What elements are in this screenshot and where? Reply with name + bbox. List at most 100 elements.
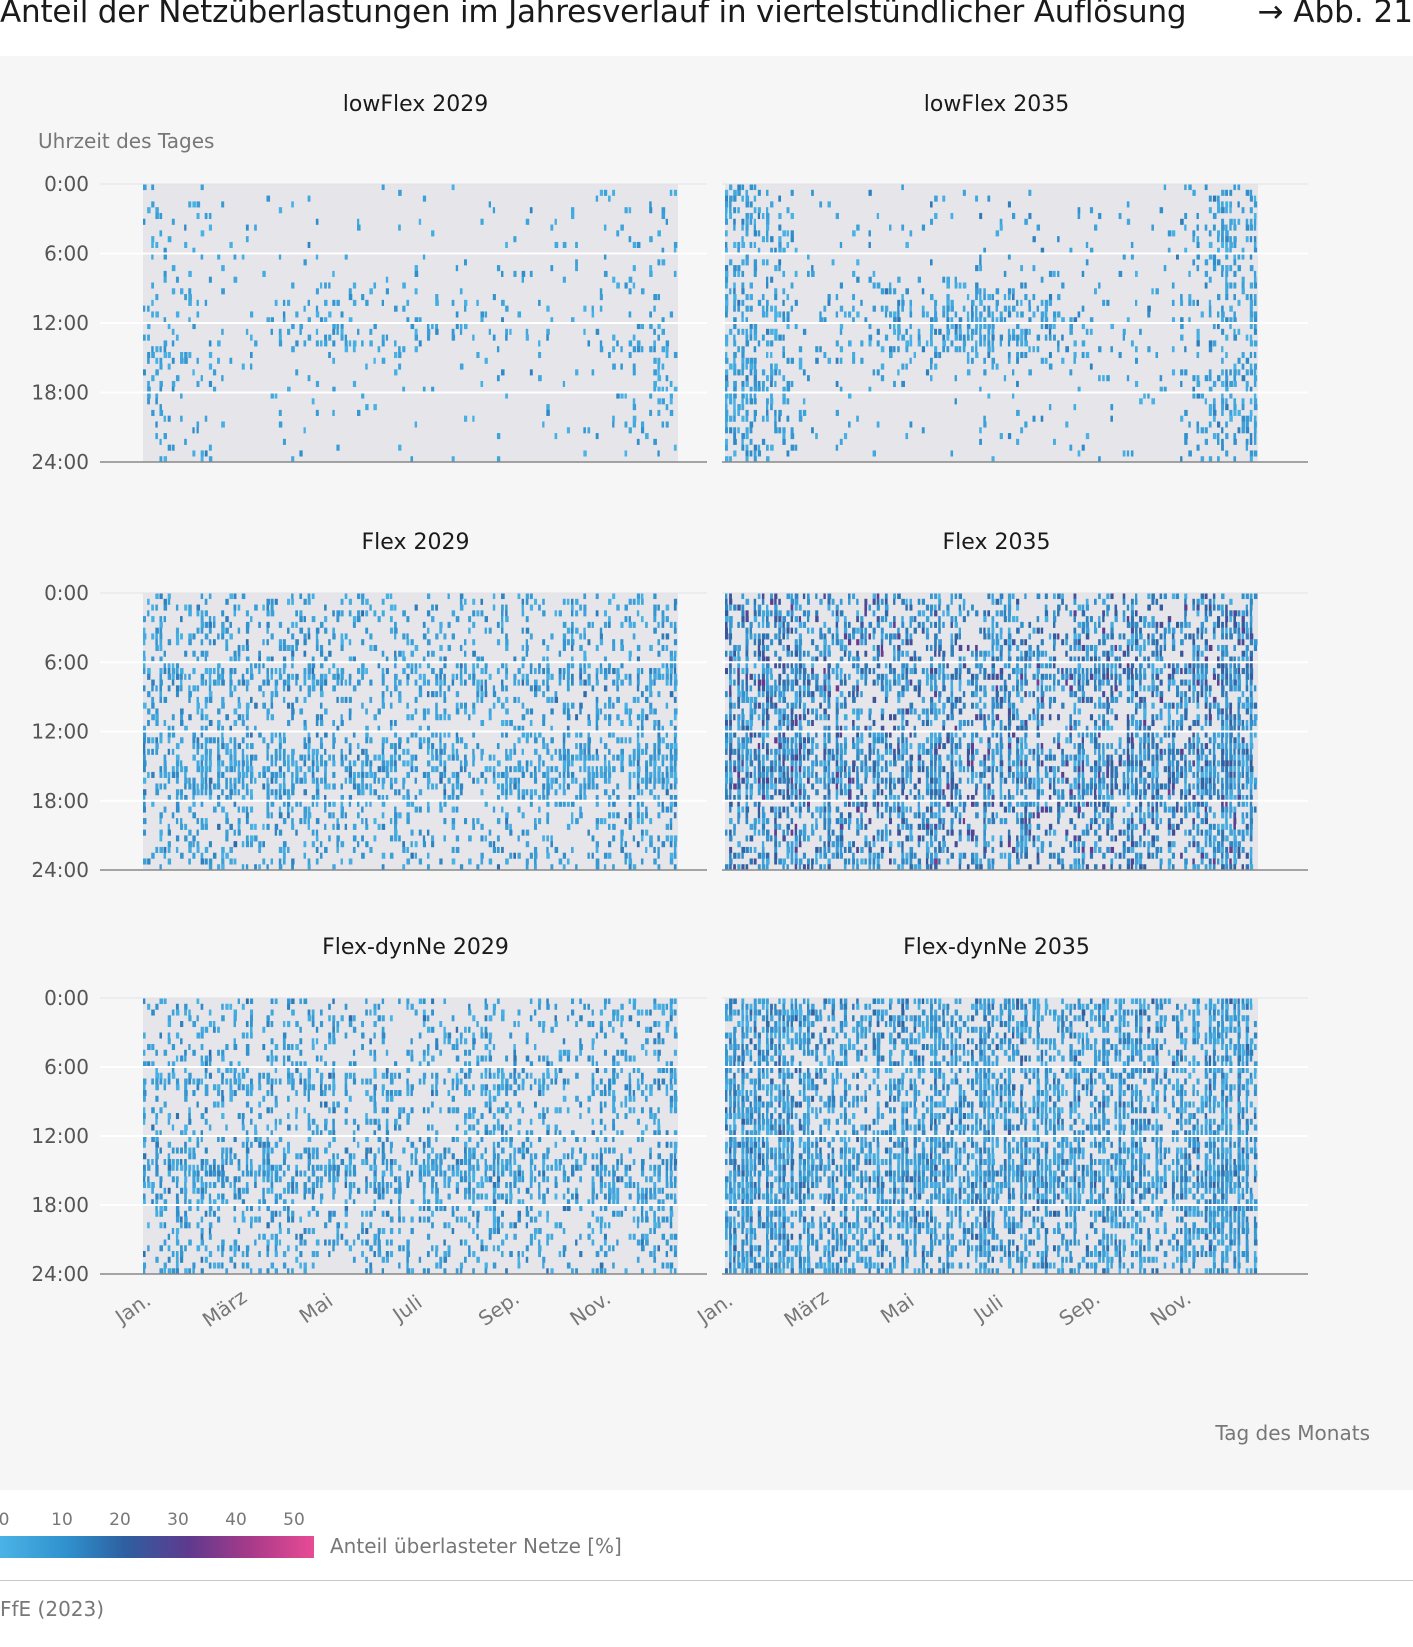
heatmap-cell	[349, 778, 352, 784]
heatmap-cell	[608, 853, 611, 859]
heatmap-cell	[787, 230, 789, 236]
heatmap-cell	[406, 674, 409, 680]
heatmap-cell	[192, 755, 195, 761]
heatmap-cell	[963, 306, 966, 312]
heatmap-cell	[192, 201, 196, 207]
heatmap-cell	[823, 708, 826, 714]
heatmap-cell	[197, 213, 200, 219]
heatmap-cell	[159, 439, 161, 445]
heatmap-cell	[522, 812, 525, 818]
heatmap-cell	[324, 674, 327, 680]
heatmap-cell	[201, 610, 204, 616]
heatmap-cell	[415, 668, 418, 674]
heatmap-cell	[159, 645, 162, 651]
heatmap-cell	[649, 818, 652, 824]
heatmap-cell	[546, 645, 549, 651]
heatmap-cell	[815, 818, 817, 824]
heatmap-cell	[766, 708, 768, 714]
heatmap-cell	[563, 622, 567, 628]
heatmap-cell	[729, 858, 732, 864]
heatmap-cell	[505, 685, 508, 691]
heatmap-cell	[782, 300, 784, 306]
heatmap-cell	[464, 708, 467, 714]
heatmap-cell	[778, 755, 780, 761]
heatmap-cell	[369, 766, 372, 772]
heatmap-cell	[629, 340, 633, 346]
heatmap-cell	[271, 605, 274, 611]
heatmap-cell	[799, 651, 802, 657]
heatmap-cell	[184, 783, 186, 789]
heatmap-cell	[229, 242, 232, 248]
heatmap-cell	[472, 749, 474, 755]
heatmap-cell	[159, 633, 162, 639]
heatmap-cell	[746, 789, 748, 795]
heatmap-cell	[151, 703, 154, 709]
heatmap-cell	[766, 416, 769, 422]
heatmap-cell	[472, 651, 476, 657]
heatmap-cell	[910, 358, 912, 364]
heatmap-cell	[254, 835, 257, 841]
heatmap-cell	[729, 398, 732, 404]
heatmap-cell	[746, 680, 748, 686]
heatmap-cell	[782, 835, 785, 841]
heatmap-cell	[501, 271, 503, 277]
heatmap-cell	[180, 714, 183, 720]
heatmap-cell	[746, 651, 749, 657]
heatmap-cell	[583, 610, 586, 616]
heatmap-cell	[184, 352, 187, 358]
heatmap-cell	[596, 755, 599, 761]
heatmap-cell	[795, 783, 797, 789]
heatmap-cell	[608, 749, 611, 755]
heatmap-cell	[852, 766, 855, 772]
heatmap-cell	[778, 720, 781, 726]
heatmap-cell	[567, 755, 570, 761]
heatmap-cell	[762, 259, 765, 265]
heatmap-cell	[415, 697, 418, 703]
heatmap-cell	[1242, 364, 1245, 370]
heatmap-cell	[746, 610, 749, 616]
heatmap-cell	[390, 760, 393, 766]
heatmap-cell	[864, 633, 866, 639]
heatmap-cell	[795, 628, 798, 634]
heatmap-cell	[266, 824, 269, 830]
heatmap-cell	[176, 760, 179, 766]
heatmap-cell	[238, 605, 241, 611]
heatmap-cell	[971, 306, 973, 312]
heatmap-cell	[1242, 277, 1245, 283]
heatmap-cell	[1205, 225, 1208, 231]
heatmap-cell	[497, 772, 500, 778]
heatmap-cell	[197, 708, 200, 714]
heatmap-cell	[217, 772, 220, 778]
heatmap-cell	[563, 639, 566, 645]
heatmap-cell	[725, 691, 728, 697]
heatmap-cell	[452, 335, 455, 341]
heatmap-cell	[275, 755, 278, 761]
heatmap-cell	[746, 364, 748, 370]
heatmap-cell	[750, 335, 753, 341]
heatmap-cell	[852, 352, 855, 358]
heatmap-cell	[427, 743, 430, 749]
heatmap-cell	[1229, 219, 1233, 225]
heatmap-cell	[807, 375, 810, 381]
heatmap-cell	[856, 628, 860, 634]
heatmap-cell	[192, 450, 195, 456]
heatmap-cell	[750, 737, 752, 743]
heatmap-cell	[316, 381, 319, 387]
heatmap-cell	[733, 225, 735, 231]
heatmap-cell	[151, 236, 154, 242]
heatmap-cell	[406, 812, 410, 818]
heatmap-cell	[464, 259, 467, 265]
heatmap-cell	[217, 743, 219, 749]
heatmap-cell	[770, 674, 773, 680]
heatmap-cell	[295, 760, 297, 766]
heatmap-cell	[164, 766, 167, 772]
heatmap-cell	[336, 818, 338, 824]
heatmap-cell	[832, 749, 834, 755]
heatmap-cell	[869, 190, 872, 196]
heatmap-cell	[1135, 358, 1138, 364]
heatmap-cell	[316, 830, 318, 836]
y-tick-label: 6:00	[44, 242, 89, 266]
heatmap-cell	[629, 708, 633, 714]
heatmap-cell	[332, 685, 336, 691]
heatmap-cell	[645, 778, 648, 784]
